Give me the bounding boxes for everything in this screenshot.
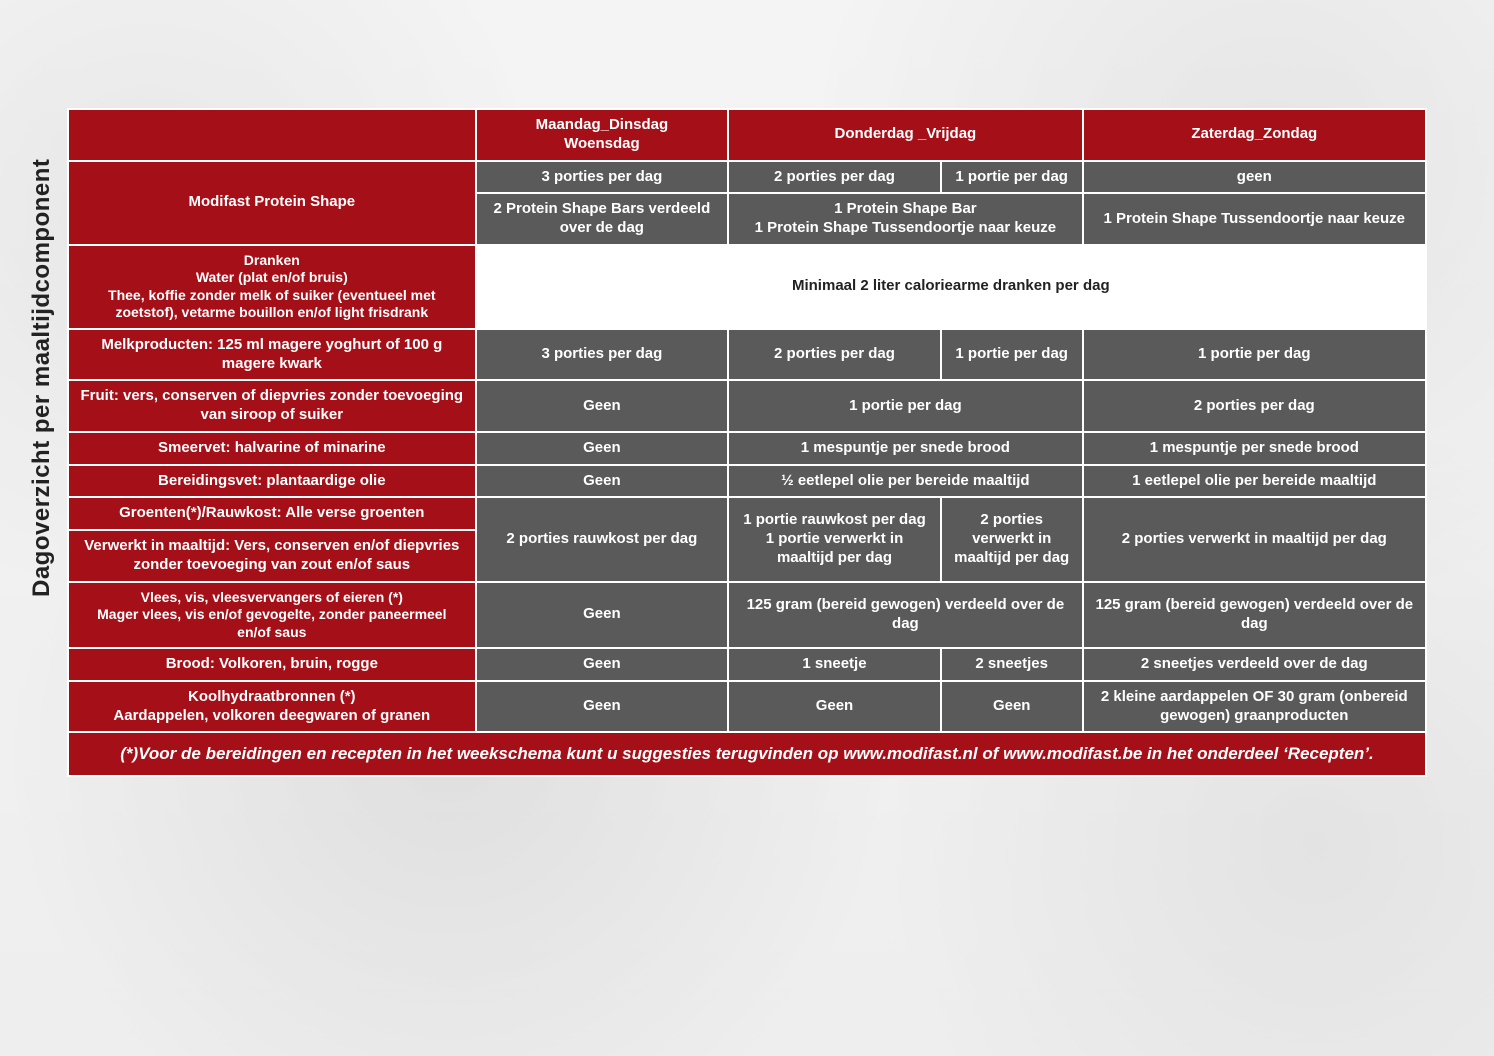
row-koolhydraat: Koolhydraatbronnen (*)Aardappelen, volko… <box>68 681 1426 733</box>
brood-vr: 2 sneetjes <box>941 648 1083 681</box>
brood-do: 1 sneetje <box>728 648 941 681</box>
label-koolhydraat: Koolhydraatbronnen (*)Aardappelen, volko… <box>68 681 476 733</box>
vlees-dv: 125 gram (bereid gewogen) verdeeld over … <box>728 582 1082 649</box>
row-smeervet: Smeervet: halvarine of minarine Geen 1 m… <box>68 432 1426 465</box>
ps2-dv: 1 Protein Shape Bar1 Protein Shape Tusse… <box>728 193 1082 245</box>
dranken-all: Minimaal 2 liter caloriearme dranken per… <box>476 245 1426 329</box>
label-protein-shape: Modifast Protein Shape <box>68 161 476 245</box>
vlees-mdw: Geen <box>476 582 729 649</box>
smeervet-dv: 1 mespuntje per snede brood <box>728 432 1082 465</box>
header-mdw: Maandag_DinsdagWoensdag <box>476 109 729 161</box>
row-footnote: (*)Voor de bereidingen en recepten in he… <box>68 732 1426 775</box>
groenten-do: 1 portie rauwkost per dag1 portie verwer… <box>728 497 941 581</box>
side-title: Dagoverzicht per maaltijdcomponent <box>22 108 62 648</box>
brood-zz: 2 sneetjes verdeeld over de dag <box>1083 648 1426 681</box>
kool-zz: 2 kleine aardappelen OF 30 gram (onberei… <box>1083 681 1426 733</box>
ps1-do: 2 porties per dag <box>728 161 941 194</box>
kool-vr: Geen <box>941 681 1083 733</box>
label-vlees: Vlees, vis, vleesvervangers of eieren (*… <box>68 582 476 649</box>
label-melk: Melkproducten: 125 ml magere yoghurt of … <box>68 329 476 381</box>
bereidingsvet-zz: 1 eetlepel olie per bereide maaltijd <box>1083 465 1426 498</box>
ps2-mdw: 2 Protein Shape Bars verdeeld over de da… <box>476 193 729 245</box>
row-bereidingsvet: Bereidingsvet: plantaardige olie Geen ½ … <box>68 465 1426 498</box>
groenten-mdw: 2 porties rauwkost per dag <box>476 497 729 581</box>
corner-cell <box>68 109 476 161</box>
groenten-vr: 2 porties verwerkt in maaltijd per dag <box>941 497 1083 581</box>
header-zz: Zaterdag_Zondag <box>1083 109 1426 161</box>
header-dv: Donderdag _Vrijdag <box>728 109 1082 161</box>
smeervet-mdw: Geen <box>476 432 729 465</box>
melk-vr: 1 portie per dag <box>941 329 1083 381</box>
fruit-dv: 1 portie per dag <box>728 380 1082 432</box>
footnote-text: (*)Voor de bereidingen en recepten in he… <box>68 732 1426 775</box>
ps2-zz: 1 Protein Shape Tussendoortje naar keuze <box>1083 193 1426 245</box>
label-fruit: Fruit: vers, conserven of diepvries zond… <box>68 380 476 432</box>
label-dranken: DrankenWater (plat en/of bruis)Thee, kof… <box>68 245 476 329</box>
label-brood: Brood: Volkoren, bruin, rogge <box>68 648 476 681</box>
row-brood: Brood: Volkoren, bruin, rogge Geen 1 sne… <box>68 648 1426 681</box>
header-row: Maandag_DinsdagWoensdag Donderdag _Vrijd… <box>68 109 1426 161</box>
label-smeervet: Smeervet: halvarine of minarine <box>68 432 476 465</box>
melk-do: 2 porties per dag <box>728 329 941 381</box>
label-groenten-1: Groenten(*)/Rauwkost: Alle verse groente… <box>68 497 476 530</box>
ps1-mdw: 3 porties per dag <box>476 161 729 194</box>
smeervet-zz: 1 mespuntje per snede brood <box>1083 432 1426 465</box>
brood-mdw: Geen <box>476 648 729 681</box>
row-melk: Melkproducten: 125 ml magere yoghurt of … <box>68 329 1426 381</box>
row-protein-shape-1: Modifast Protein Shape 3 porties per dag… <box>68 161 1426 194</box>
melk-zz: 1 portie per dag <box>1083 329 1426 381</box>
bereidingsvet-mdw: Geen <box>476 465 729 498</box>
meal-plan-sheet: Maandag_DinsdagWoensdag Donderdag _Vrijd… <box>67 108 1427 777</box>
ps1-vr: 1 portie per dag <box>941 161 1083 194</box>
fruit-zz: 2 porties per dag <box>1083 380 1426 432</box>
ps1-zz: geen <box>1083 161 1426 194</box>
vlees-zz: 125 gram (bereid gewogen) verdeeld over … <box>1083 582 1426 649</box>
label-bereidingsvet: Bereidingsvet: plantaardige olie <box>68 465 476 498</box>
kool-mdw: Geen <box>476 681 729 733</box>
row-vlees: Vlees, vis, vleesvervangers of eieren (*… <box>68 582 1426 649</box>
row-groenten-1: Groenten(*)/Rauwkost: Alle verse groente… <box>68 497 1426 530</box>
row-fruit: Fruit: vers, conserven of diepvries zond… <box>68 380 1426 432</box>
bereidingsvet-dv: ½ eetlepel olie per bereide maaltijd <box>728 465 1082 498</box>
groenten-zz: 2 porties verwerkt in maaltijd per dag <box>1083 497 1426 581</box>
label-groenten-2: Verwerkt in maaltijd: Vers, conserven en… <box>68 530 476 582</box>
fruit-mdw: Geen <box>476 380 729 432</box>
meal-plan-table: Maandag_DinsdagWoensdag Donderdag _Vrijd… <box>67 108 1427 777</box>
kool-do: Geen <box>728 681 941 733</box>
melk-mdw: 3 porties per dag <box>476 329 729 381</box>
row-dranken: DrankenWater (plat en/of bruis)Thee, kof… <box>68 245 1426 329</box>
